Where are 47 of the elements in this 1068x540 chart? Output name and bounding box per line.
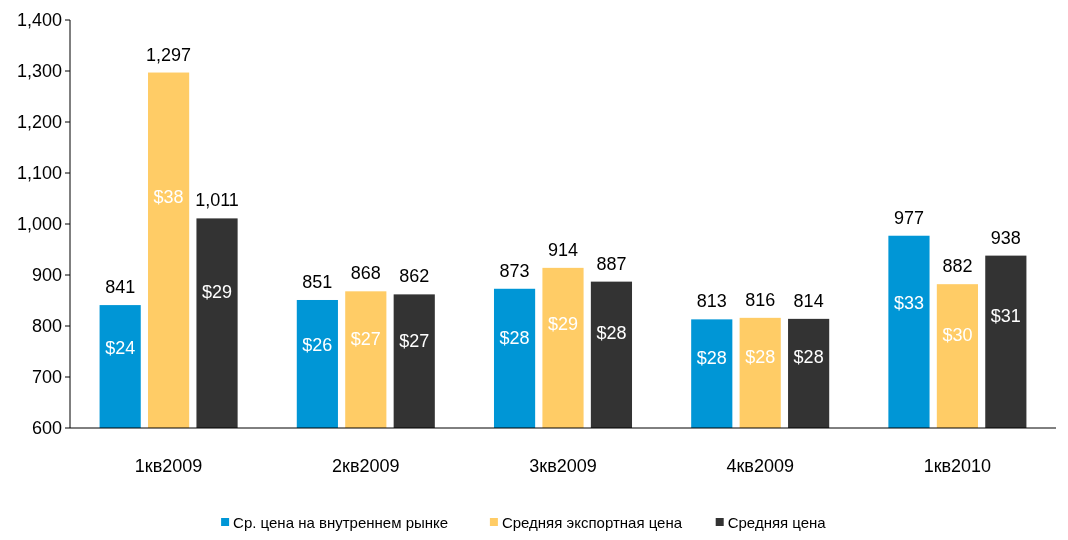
x-tick-label: 2кв2009 [332,456,400,476]
annotation: $28 [793,347,824,368]
data-label: 914 [547,239,579,260]
annotation: $27 [399,331,430,352]
y-tick-label: 1,200 [16,112,62,133]
annotation: $28 [696,347,727,368]
data-label: 816 [745,289,776,310]
data-label: 841 [105,277,136,298]
data-label: 873 [499,260,530,281]
y-tick-label: 700 [31,367,62,388]
data-label: 977 [893,207,924,228]
data-label: 1,297 [146,44,192,65]
y-tick-label: 900 [31,265,62,286]
y-tick-label: 1,100 [16,163,62,184]
y-tick-label: 1,400 [16,10,62,31]
data-label: 868 [350,263,381,284]
annotation: $28 [499,327,530,348]
annotation: $24 [105,338,136,359]
annotation: $38 [153,187,184,208]
data-label: 938 [990,227,1021,248]
annotation: $30 [942,324,973,345]
annotation: $31 [990,306,1021,327]
data-label: 851 [302,271,333,292]
data-label: 814 [793,290,824,311]
data-label: 862 [399,266,430,287]
y-tick-label: 600 [31,418,62,439]
data-label: 1,011 [195,190,239,211]
legend-label: Средняя экспортная цена [501,514,683,531]
annotation: $28 [745,346,776,367]
annotation: $33 [893,293,924,314]
data-label: 813 [696,291,727,312]
annotation: $27 [350,329,381,350]
y-tick-label: 1,300 [16,61,62,82]
annotation: $26 [302,335,333,356]
data-label: 887 [596,253,627,274]
data-label: 882 [942,256,973,277]
x-tick-label: 1кв2010 [923,456,992,476]
legend-label: Средняя цена [727,514,827,531]
legend-label: Ср. цена на внутреннем рынке [233,514,449,531]
annotation: $29 [547,314,579,335]
annotation: $29 [202,282,233,303]
x-tick-label: 3кв2009 [529,456,597,476]
y-tick-label: 800 [31,316,62,337]
x-tick-label: 4кв2009 [726,456,794,476]
x-tick-label: 1кв2009 [134,456,203,476]
y-tick-label: 1,000 [16,214,62,235]
annotation: $28 [596,323,627,344]
